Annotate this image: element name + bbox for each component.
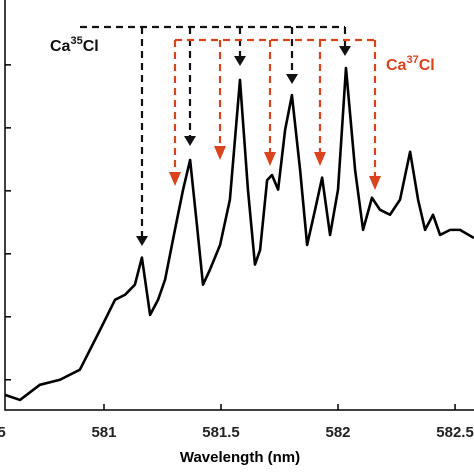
ca37-arrows [169, 38, 381, 190]
spectrum-line [4, 66, 474, 402]
x-tick-label: 582.5 [436, 424, 474, 441]
ca35-arrows [80, 25, 351, 246]
annotation-ca37: Ca37Cl [386, 54, 435, 74]
x-tick-label: 581.5 [202, 424, 240, 441]
x-tick-label: 581 [91, 424, 116, 441]
x-tick-label: 580.5 [0, 424, 6, 441]
axes [4, 0, 474, 411]
x-tick-label: 582 [326, 424, 351, 441]
x-axis-label: Wavelength (nm) [180, 449, 300, 466]
annotation-ca35: Ca35Cl [50, 35, 99, 55]
